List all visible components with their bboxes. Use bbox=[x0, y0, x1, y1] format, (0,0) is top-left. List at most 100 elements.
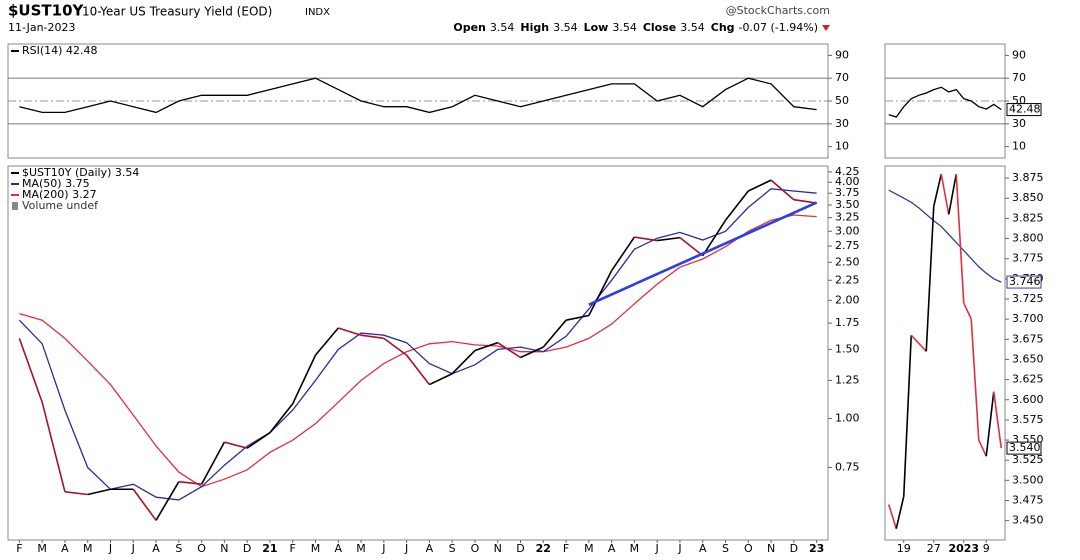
price-segment bbox=[474, 341, 498, 352]
value-label: 3.540 bbox=[1009, 441, 1041, 454]
x-tick-label: J bbox=[381, 542, 385, 555]
y-tick-label: 50 bbox=[835, 94, 849, 107]
y-tick-label: 10 bbox=[835, 140, 849, 153]
price-segment bbox=[634, 236, 658, 242]
series-line bbox=[888, 86, 1002, 118]
y-tick-label: 3.875 bbox=[1012, 171, 1044, 184]
x-tick-label: S bbox=[722, 542, 729, 555]
x-tick-label: F bbox=[16, 542, 22, 555]
x-tick-label: 9 bbox=[983, 542, 990, 555]
price-segment bbox=[932, 173, 943, 207]
y-tick-label: 3.600 bbox=[1012, 393, 1044, 406]
y-tick-label: 3.75 bbox=[835, 186, 860, 199]
price-segment bbox=[970, 319, 980, 441]
x-tick-label: A bbox=[335, 542, 343, 555]
panel-frame bbox=[7, 165, 829, 541]
legend-swatch bbox=[12, 202, 18, 210]
price-segment bbox=[702, 219, 727, 257]
price-segment bbox=[338, 327, 362, 336]
price-segment bbox=[793, 198, 817, 204]
y-tick-label: 3.825 bbox=[1012, 211, 1044, 224]
y-tick-label: 3.00 bbox=[835, 224, 860, 237]
price-segment bbox=[64, 491, 88, 496]
x-tick-label: A bbox=[699, 542, 707, 555]
x-tick-label: F bbox=[563, 542, 569, 555]
x-tick-label: A bbox=[426, 542, 434, 555]
quote-label: Open bbox=[453, 21, 486, 34]
quote-label: Close bbox=[643, 21, 676, 34]
y-tick-label: 3.675 bbox=[1012, 332, 1044, 345]
price-segment bbox=[497, 342, 521, 359]
legend-label: $UST10Y (Daily) 3.54 bbox=[22, 166, 139, 179]
y-tick-label: 3.850 bbox=[1012, 191, 1044, 204]
legend-label: MA(50) 3.75 bbox=[22, 177, 90, 190]
y-tick-label: 90 bbox=[1012, 48, 1026, 61]
y-tick-label: 3.650 bbox=[1012, 352, 1044, 365]
y-tick-label: 30 bbox=[835, 117, 849, 130]
price-segment bbox=[895, 496, 905, 529]
quote-label: Low bbox=[584, 21, 609, 34]
x-tick-label: F bbox=[290, 542, 296, 555]
y-tick-label: 4.00 bbox=[835, 175, 860, 188]
y-tick-label: 3.50 bbox=[835, 198, 860, 211]
quote-value: -0.07 (-1.94%) bbox=[739, 21, 818, 34]
price-segment bbox=[565, 314, 589, 321]
x-tick-label: N bbox=[767, 542, 775, 555]
value-label: 3.746 bbox=[1009, 275, 1041, 288]
x-tick-label: M bbox=[584, 542, 594, 555]
x-tick-label: D bbox=[790, 542, 798, 555]
x-tick-label: M bbox=[311, 542, 321, 555]
price-segment bbox=[178, 480, 202, 485]
x-tick-label: D bbox=[516, 542, 524, 555]
y-tick-label: 1.75 bbox=[835, 316, 860, 329]
legend-label: Volume undef bbox=[22, 199, 99, 212]
down-arrow bbox=[822, 25, 830, 31]
price-segment bbox=[224, 441, 248, 449]
x-tick-label: J bbox=[404, 542, 408, 555]
price-segment bbox=[978, 439, 987, 457]
exchange: INDX bbox=[305, 7, 330, 18]
price-segment bbox=[985, 391, 995, 457]
price-segment bbox=[520, 346, 544, 359]
x-tick-label: D bbox=[243, 542, 251, 555]
y-tick-label: 1.00 bbox=[835, 411, 860, 424]
price-segment bbox=[588, 270, 613, 316]
price-segment bbox=[992, 391, 1003, 449]
value-label: 42.48 bbox=[1009, 103, 1041, 116]
y-tick-label: 3.800 bbox=[1012, 232, 1044, 245]
date: 11-Jan-2023 bbox=[8, 21, 76, 34]
price-segment bbox=[405, 354, 431, 386]
x-tick-label: 21 bbox=[262, 542, 277, 555]
quote-value: 3.54 bbox=[553, 21, 578, 34]
y-tick-label: 2.00 bbox=[835, 293, 860, 306]
quote-value: 3.54 bbox=[490, 21, 515, 34]
y-tick-label: 3.700 bbox=[1012, 312, 1044, 325]
y-tick-label: 30 bbox=[1012, 117, 1026, 130]
value-label-box bbox=[1006, 103, 1042, 117]
price-segment bbox=[947, 173, 958, 215]
x-tick-label: O bbox=[744, 542, 753, 555]
series-line bbox=[19, 214, 817, 488]
x-tick-label: A bbox=[61, 542, 69, 555]
price-segment bbox=[770, 179, 795, 201]
y-tick-label: 3.575 bbox=[1012, 413, 1044, 426]
price-segment bbox=[200, 441, 226, 485]
price-segment bbox=[918, 342, 927, 352]
quote-value: 3.54 bbox=[612, 21, 637, 34]
trendline bbox=[588, 201, 818, 306]
x-tick-label: M bbox=[630, 542, 640, 555]
price-segment bbox=[902, 335, 913, 497]
x-tick-label: 27 bbox=[927, 542, 941, 555]
price-segment bbox=[610, 236, 636, 272]
price-segment bbox=[87, 488, 111, 496]
y-tick-label: 4.25 bbox=[835, 165, 860, 178]
panel-frame bbox=[884, 165, 1006, 541]
x-tick-label: 2023 bbox=[948, 542, 979, 555]
price-segment bbox=[955, 174, 965, 304]
price-segment bbox=[132, 488, 157, 521]
x-tick-label: J bbox=[677, 542, 681, 555]
quote-label: High bbox=[520, 21, 549, 34]
x-tick-label: J bbox=[655, 542, 659, 555]
title: 10-Year US Treasury Yield (EOD) bbox=[82, 5, 272, 19]
x-tick-label: S bbox=[449, 542, 456, 555]
